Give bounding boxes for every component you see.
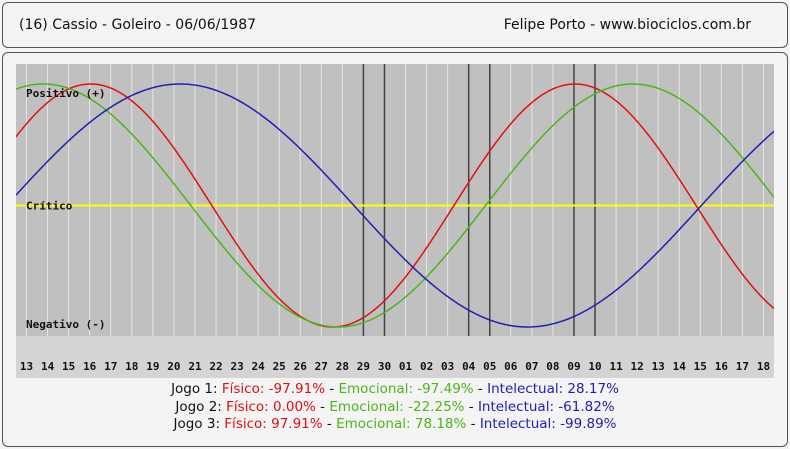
day-tick-label: 12 xyxy=(631,360,644,373)
jogo-1-label: Jogo 1: xyxy=(171,381,218,397)
jogo-1-emocional: Emocional: -97.49% xyxy=(338,381,474,397)
day-tick-label: 15 xyxy=(694,360,707,373)
jogo-3-row: Jogo 3: Físico: 97.91% - Emocional: 78.1… xyxy=(0,416,790,432)
day-tick-label: 15 xyxy=(62,360,75,373)
day-tick-label: 11 xyxy=(609,360,623,373)
day-tick-label: 04 xyxy=(462,360,476,373)
separator: - xyxy=(315,399,330,415)
day-tick-label: 02 xyxy=(420,360,433,373)
day-tick-label: 29 xyxy=(357,360,370,373)
jogo-2-intelectual: Intelectual: -61.82% xyxy=(477,399,615,415)
day-tick-label: 16 xyxy=(83,360,97,373)
biorhythm-chart: Positivo (+) Crítico Negativo (-) 13 14 15 16 1… xyxy=(16,64,774,378)
day-tick-label: 28 xyxy=(336,360,349,373)
negative-label: Negativo (-) xyxy=(26,318,105,331)
separator: - xyxy=(466,416,480,432)
positive-label: Positivo (+) xyxy=(26,87,105,100)
day-tick-label: 30 xyxy=(378,360,391,373)
day-tick-label: 17 xyxy=(104,360,117,373)
day-tick-label: 03 xyxy=(441,360,454,373)
jogo-1-intelectual: Intelectual: 28.17% xyxy=(487,381,619,397)
separator: - xyxy=(473,381,488,397)
separator: - xyxy=(464,399,478,415)
site-credit: Felipe Porto - www.biociclos.com.br xyxy=(503,17,751,33)
day-tick-label: 25 xyxy=(273,360,286,373)
day-tick-label: 14 xyxy=(41,360,55,373)
day-tick-label: 19 xyxy=(146,360,159,373)
jogo-2-label: Jogo 2: xyxy=(175,399,222,415)
day-tick-label: 07 xyxy=(525,360,538,373)
day-tick-label: 18 xyxy=(125,360,138,373)
day-tick-label: 21 xyxy=(188,360,202,373)
athlete-title: (16) Cassio - Goleiro - 06/06/1987 xyxy=(19,17,257,33)
day-tick-label: 18 xyxy=(757,360,770,373)
series-line-físico xyxy=(16,83,774,328)
jogo-3-fisico: Físico: 97.91% xyxy=(224,416,323,432)
day-tick-label: 10 xyxy=(588,360,601,373)
day-tick-label: 08 xyxy=(546,360,559,373)
jogo-2-fisico: Físico: 0.00% xyxy=(226,399,316,415)
separator: - xyxy=(322,416,337,432)
day-tick-label: 13 xyxy=(20,360,33,373)
day-tick-label: 06 xyxy=(504,360,518,373)
series-line-intelectual xyxy=(16,83,774,328)
day-tick-label: 05 xyxy=(483,360,496,373)
day-tick-label: 09 xyxy=(567,360,580,373)
day-tick-label: 24 xyxy=(252,360,266,373)
jogo-3-label: Jogo 3: xyxy=(173,416,221,432)
day-tick-label: 16 xyxy=(715,360,729,373)
day-tick-label: 27 xyxy=(315,360,328,373)
jogo-1-row: Jogo 1: Físico: -97.91% - Emocional: -97… xyxy=(0,381,790,397)
jogo-2-emocional: Emocional: -22.25% xyxy=(329,399,465,415)
header-panel: (16) Cassio - Goleiro - 06/06/1987 Felip… xyxy=(2,2,788,48)
day-tick-label: 20 xyxy=(167,360,180,373)
jogo-3-intelectual: Intelectual: -99.89% xyxy=(479,416,617,432)
jogo-3-emocional: Emocional: 78.18% xyxy=(336,416,467,432)
day-tick-label: 01 xyxy=(399,360,413,373)
day-strip xyxy=(16,336,774,378)
separator: - xyxy=(325,381,339,397)
jogo-1-fisico: Físico: -97.91% xyxy=(221,381,326,397)
day-tick-label: 13 xyxy=(652,360,665,373)
day-tick-label: 22 xyxy=(209,360,222,373)
day-tick-label: 17 xyxy=(736,360,749,373)
critical-label: Crítico xyxy=(26,200,73,213)
day-tick-label: 14 xyxy=(673,360,687,373)
plot-background xyxy=(16,64,774,336)
series-line-emocional xyxy=(16,83,774,328)
jogo-2-row: Jogo 2: Físico: 0.00% - Emocional: -22.2… xyxy=(0,399,790,415)
day-tick-label: 23 xyxy=(230,360,243,373)
day-tick-label: 26 xyxy=(294,360,308,373)
